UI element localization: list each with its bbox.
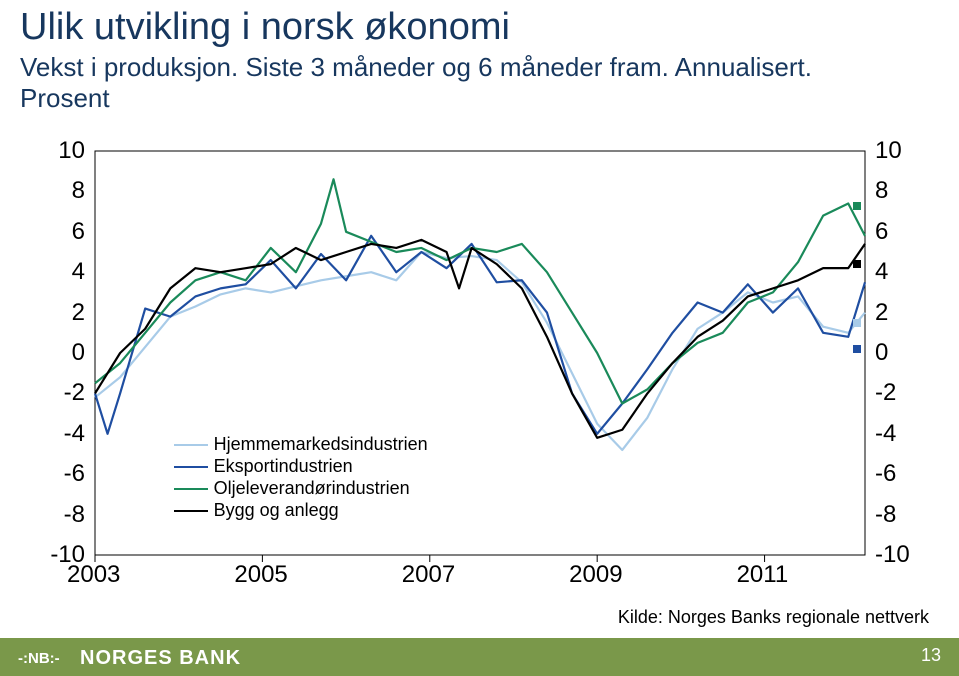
legend-item: Eksportindustrien [174,456,428,478]
svg-text:-:NB:-: -:NB:- [18,650,60,667]
y-tick-left: 6 [72,218,85,246]
slide-title: Ulik utvikling i norsk økonomi [20,6,510,49]
legend-swatch [174,466,208,469]
y-tick-left: 2 [72,299,85,327]
y-tick-left: 4 [72,258,85,286]
footer-logo-text: NORGES BANK [80,647,241,669]
legend-swatch [174,488,208,491]
y-tick-left: 8 [72,177,85,205]
forecast-marker [853,345,861,353]
y-tick-right: 10 [875,137,902,165]
legend-item: Oljeleverandørindustrien [174,478,428,500]
legend-item: Bygg og anlegg [174,500,428,522]
chart-legend: HjemmemarkedsindustrienEksportindustrien… [174,434,428,522]
legend-label: Eksportindustrien [214,456,353,477]
y-tick-right: 0 [875,339,888,367]
x-tick: 2007 [402,561,455,589]
y-tick-right: 4 [875,258,888,286]
y-tick-left: -2 [64,379,85,407]
legend-swatch [174,510,208,513]
y-tick-right: 2 [875,299,888,327]
norges-bank-logo: -:NB:- NORGES BANK [18,644,298,670]
footer-bar: -:NB:- NORGES BANK [0,638,959,676]
forecast-marker [853,319,861,327]
legend-label: Bygg og anlegg [214,500,339,521]
slide: Ulik utvikling i norsk økonomi Vekst i p… [0,0,959,676]
x-tick: 2011 [737,561,789,589]
y-tick-left: 10 [58,137,85,165]
y-tick-left: -8 [64,501,85,529]
x-tick: 2003 [67,561,120,589]
legend-swatch [174,444,208,447]
line-chart [40,145,920,585]
y-tick-left: 0 [72,339,85,367]
y-tick-right: -8 [875,501,896,529]
y-tick-right: -10 [875,541,910,569]
y-tick-left: -4 [64,420,85,448]
legend-label: Hjemmemarkedsindustrien [214,434,428,455]
y-tick-right: 6 [875,218,888,246]
x-tick: 2009 [569,561,622,589]
y-tick-right: -4 [875,420,896,448]
forecast-marker [853,260,861,268]
x-tick: 2005 [234,561,287,589]
forecast-marker [853,202,861,210]
y-tick-right: -2 [875,379,896,407]
legend-item: Hjemmemarkedsindustrien [174,434,428,456]
source-text: Kilde: Norges Banks regionale nettverk [618,607,929,628]
y-tick-right: 8 [875,177,888,205]
page-number: 13 [921,645,941,666]
y-tick-right: -6 [875,460,896,488]
legend-label: Oljeleverandørindustrien [214,478,410,499]
y-tick-left: -6 [64,460,85,488]
slide-subtitle: Vekst i produksjon. Siste 3 måneder og 6… [20,52,812,114]
